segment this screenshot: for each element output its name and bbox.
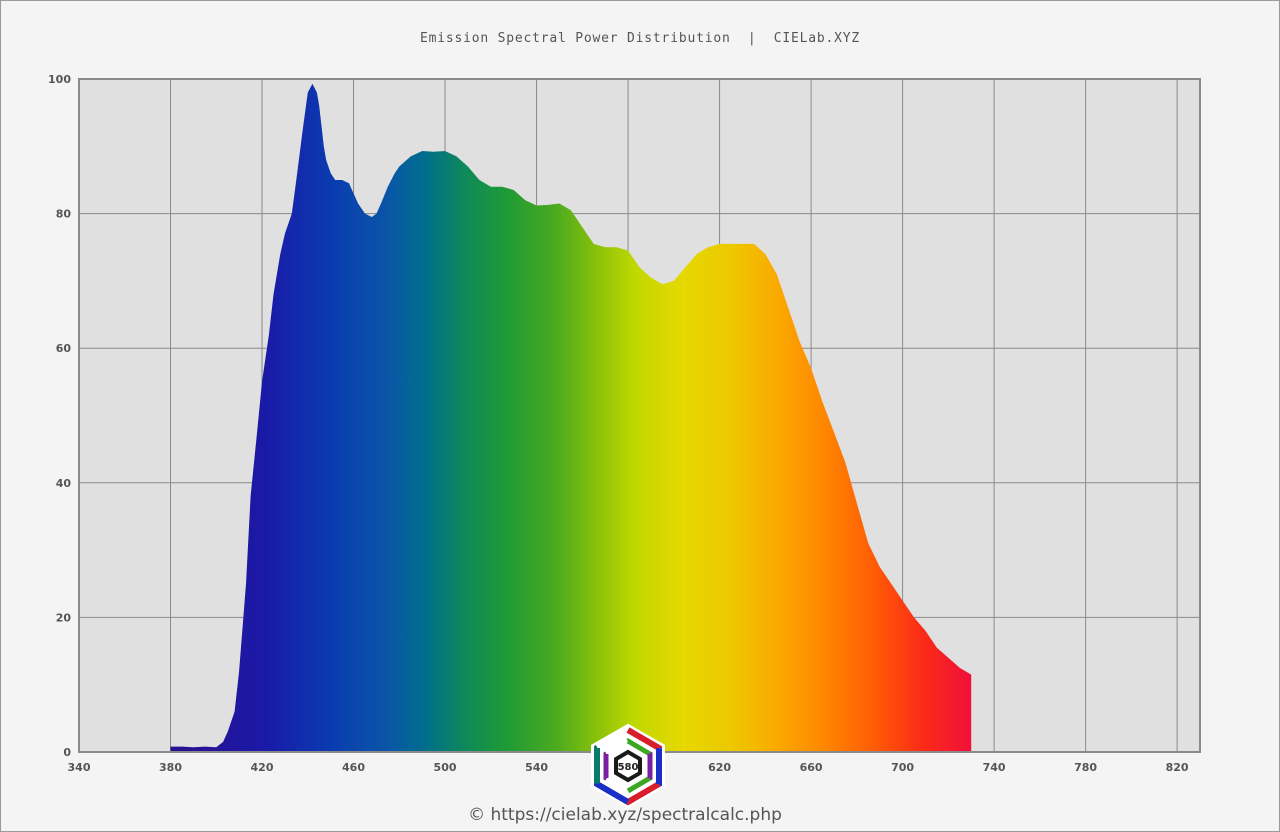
x-tick-label: 660 <box>800 761 823 774</box>
x-tick-label: 700 <box>891 761 914 774</box>
x-tick-label: 380 <box>159 761 182 774</box>
x-tick-label: 740 <box>983 761 1006 774</box>
x-tick-label: 620 <box>708 761 731 774</box>
x-tick-label: 340 <box>68 761 91 774</box>
y-tick-label: 60 <box>56 342 72 355</box>
x-tick-label: 780 <box>1074 761 1097 774</box>
x-marker-label: 580 <box>618 762 639 773</box>
y-tick-label: 20 <box>56 611 72 624</box>
y-axis: 0 20 40 60 80 100 <box>48 73 71 759</box>
spectral-power-area <box>170 83 972 752</box>
x-tick-label: 460 <box>342 761 365 774</box>
y-tick-label: 0 <box>63 746 71 759</box>
y-tick-label: 100 <box>48 73 71 86</box>
y-tick-label: 40 <box>56 477 72 490</box>
y-tick-label: 80 <box>56 208 72 221</box>
x-tick-label: 540 <box>525 761 548 774</box>
x-tick-label: 820 <box>1166 761 1189 774</box>
x-tick-label: 500 <box>434 761 457 774</box>
chart-title: Emission Spectral Power Distribution | C… <box>420 31 860 46</box>
cielab-logo-icon: 580 <box>591 723 665 809</box>
x-tick-label: 420 <box>251 761 274 774</box>
footer-url: © https://cielab.xyz/spectralcalc.php <box>468 805 782 825</box>
